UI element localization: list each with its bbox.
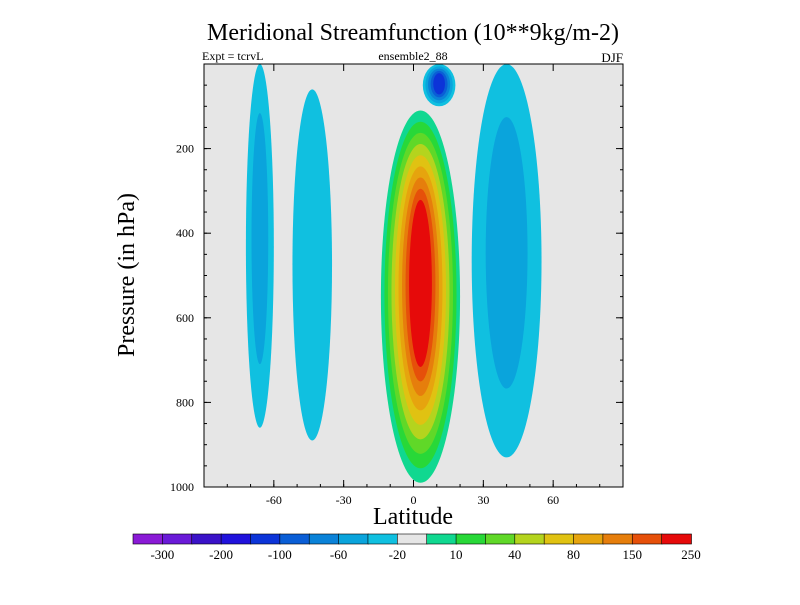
upper-branch-north-level-5: [433, 73, 445, 95]
colorbar-swatch: [162, 533, 193, 545]
x-tick-label: 0: [411, 493, 417, 507]
y-tick-label: 200: [176, 142, 194, 156]
colorbar-label: -60: [330, 547, 347, 562]
center-label: ensemble2_88: [378, 49, 447, 63]
colorbar-label: -20: [389, 547, 406, 562]
colorbar-swatch: [250, 533, 281, 545]
colorbar-label: 80: [567, 547, 580, 562]
colorbar-swatch: [455, 533, 487, 545]
colorbar-swatch: [485, 533, 516, 545]
colorbar-swatch: [367, 533, 399, 545]
colorbar-labels: -300 -200 -100 -60 -20 10 40 80 150 250: [150, 547, 700, 562]
y-axis-label: Pressure (in hPa): [114, 193, 140, 357]
x-axis-label: Latitude: [373, 504, 453, 530]
colorbar: [132, 533, 692, 545]
right-label: DJF: [601, 50, 623, 65]
colorbar-swatch: [661, 533, 692, 545]
colorbar-label: -200: [209, 547, 233, 562]
colorbar-label: 150: [623, 547, 643, 562]
x-tick-label: -60: [266, 493, 282, 507]
colorbar-label: 10: [450, 547, 463, 562]
colorbar-label: 250: [681, 547, 701, 562]
ferrel-cell-south-level-1: [292, 89, 333, 441]
colorbar-swatch: [191, 533, 222, 545]
colorbar-label: 40: [508, 547, 521, 562]
y-tick-labels: 200 400 600 800 1000: [170, 142, 194, 494]
x-tick-labels: -60 -30 0 30 60: [266, 493, 559, 507]
chart-title: Meridional Streamfunction (10**9kg/m-2): [207, 20, 619, 46]
tick-layer: [203, 63, 624, 488]
colorbar-swatch: [308, 533, 340, 545]
y-tick-label: 1000: [170, 480, 194, 494]
left-label: Expt = tcrvL: [202, 49, 263, 63]
colorbar-swatch: [514, 533, 545, 545]
colorbar-swatch: [397, 533, 428, 545]
colorbar-swatch: [220, 533, 252, 545]
colorbar-swatch: [631, 533, 663, 545]
y-tick-label: 600: [176, 311, 194, 325]
colorbar-swatch: [573, 533, 604, 545]
colorbar-swatch: [602, 533, 634, 545]
colorbar-swatch: [543, 533, 575, 545]
x-tick-label: 30: [477, 493, 489, 507]
x-tick-label: 60: [547, 493, 559, 507]
colorbar-swatch: [338, 533, 369, 545]
ferrel-cell-north-level-2: [485, 117, 528, 389]
colorbar-swatch: [132, 533, 164, 545]
colorbar-label: -300: [150, 547, 174, 562]
polar-cell-south-level-2: [251, 113, 269, 365]
colorbar-swatch: [279, 533, 311, 545]
x-tick-label: -30: [336, 493, 352, 507]
y-tick-label: 800: [176, 395, 194, 409]
contour-layer: [245, 64, 542, 483]
colorbar-label: -100: [268, 547, 292, 562]
hadley-cell-core-level-9: [409, 199, 432, 367]
colorbar-swatch: [426, 533, 457, 545]
y-tick-label: 400: [176, 226, 194, 240]
